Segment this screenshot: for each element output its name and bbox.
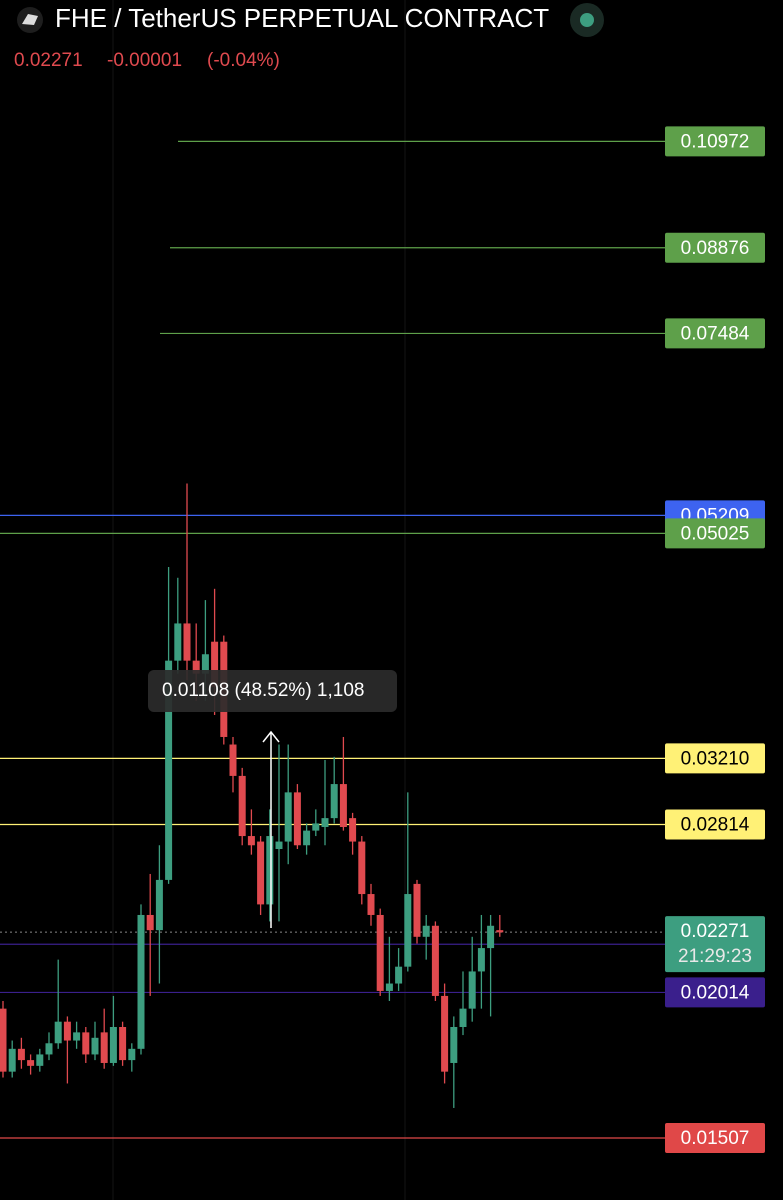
last-price: 0.02271 — [14, 50, 83, 71]
level-label: 0.10972 — [681, 131, 750, 152]
level-label: 0.07484 — [681, 323, 750, 344]
candle-body — [431, 925, 439, 996]
candle-body — [413, 883, 421, 937]
candle-body — [229, 744, 237, 776]
level-badge — [665, 126, 765, 157]
candle-body — [459, 1008, 467, 1027]
level-badge — [665, 518, 765, 549]
candle-body — [0, 1008, 7, 1072]
candle-body — [174, 623, 182, 661]
candle-body — [137, 914, 145, 1049]
candle-body — [247, 836, 255, 846]
candle-body — [496, 930, 504, 933]
candle-body — [395, 966, 403, 984]
candle-body — [441, 995, 449, 1072]
chart-title: FHE / TetherUS PERPETUAL CONTRACT — [55, 3, 549, 33]
candle-body — [54, 1021, 62, 1044]
measure-label: 0.01108 (48.52%) 1,108 — [162, 680, 364, 701]
level-label: 0.05025 — [681, 523, 750, 544]
candle-body — [303, 830, 311, 846]
candle-body — [45, 1043, 53, 1055]
candle-body — [119, 1026, 127, 1061]
candle-body — [63, 1021, 71, 1041]
candle-body — [146, 914, 154, 931]
measure-tooltip — [148, 670, 397, 712]
candle-body — [128, 1048, 136, 1061]
candle-body — [192, 660, 200, 674]
level-label: 0.02814 — [681, 815, 750, 836]
candle-body — [404, 894, 412, 967]
candle-body — [321, 818, 329, 828]
level-label: 0.01507 — [681, 1128, 750, 1149]
candle-body — [330, 784, 338, 819]
measure-arrowhead — [262, 730, 280, 743]
candle-body — [367, 894, 375, 915]
candle-body — [376, 914, 384, 991]
header: FHE / TetherUS PERPETUAL CONTRACT 0.0227… — [14, 3, 604, 71]
candle-body — [91, 1037, 99, 1055]
price-change: -0.00001 — [107, 50, 182, 71]
candle-body — [82, 1032, 90, 1055]
candle-body — [201, 654, 209, 674]
candle-body — [238, 775, 246, 837]
candle-body — [165, 660, 173, 880]
candle-body — [487, 925, 495, 949]
candle-body — [155, 879, 163, 931]
level-label: 0.03210 — [681, 748, 750, 769]
level-badge — [665, 977, 765, 1008]
candle-body — [358, 841, 366, 895]
countdown: 21:29:23 — [678, 946, 752, 967]
level-badge — [665, 809, 765, 840]
level-badge — [665, 232, 765, 263]
measure: 0.01108 (48.52%) 1,108 — [148, 670, 397, 928]
candle-body — [385, 983, 393, 991]
level-label: 0.02014 — [681, 982, 750, 1003]
level-badge — [665, 318, 765, 349]
price-change-pct: (-0.04%) — [207, 50, 280, 71]
candle-body — [312, 823, 320, 831]
candle-body — [349, 818, 357, 842]
candle-body — [450, 1026, 458, 1063]
candle-body — [275, 841, 283, 850]
levels — [0, 140, 665, 1139]
candle-body — [477, 948, 485, 972]
candle-body — [293, 792, 301, 846]
candle-body — [266, 836, 274, 905]
level-badge — [665, 1123, 765, 1154]
candle-body — [183, 623, 191, 661]
candle-body — [468, 971, 476, 1009]
current-price-label: 0.02271 — [681, 921, 750, 942]
candle-body — [36, 1054, 44, 1066]
candle-body — [17, 1048, 25, 1061]
candle-body — [422, 925, 430, 937]
candles — [0, 483, 504, 1108]
current-price-badge — [665, 916, 765, 973]
candle-body — [100, 1032, 108, 1063]
level-label: 0.08876 — [681, 238, 750, 259]
level-badge — [665, 743, 765, 774]
candle-body — [211, 641, 219, 688]
badges: 0.109720.088760.074840.052090.050250.032… — [665, 126, 765, 1154]
candle-body — [8, 1048, 16, 1072]
candle-body — [73, 1032, 81, 1041]
candle-body — [284, 792, 292, 842]
symbol-icon-shape — [22, 14, 38, 25]
candle-body — [257, 841, 265, 905]
status-dot — [580, 13, 594, 27]
candle-body — [27, 1060, 35, 1066]
candle-body — [109, 1026, 117, 1063]
candle-body — [339, 784, 347, 828]
